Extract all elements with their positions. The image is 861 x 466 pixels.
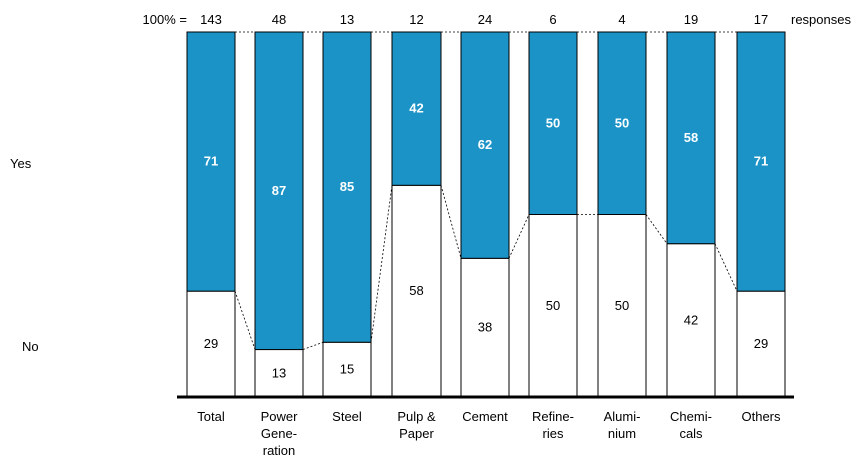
- bar-segment-no: [186, 290, 236, 398]
- data-label-yes: 87: [272, 183, 286, 198]
- total-label: 19: [684, 12, 698, 27]
- bar-segment-yes: [666, 31, 716, 245]
- bar-segment-no: [736, 290, 786, 398]
- category-label: Refine-: [532, 409, 574, 424]
- data-label-yes: 85: [340, 179, 354, 194]
- bar-segment-no: [666, 243, 716, 398]
- category-label: Power: [261, 409, 299, 424]
- bar-segment-yes: [597, 31, 647, 215]
- category-label: Others: [741, 409, 781, 424]
- category-label: Chemi-: [670, 409, 712, 424]
- data-label-no: 38: [478, 320, 492, 335]
- bar-segment-yes: [528, 31, 578, 215]
- connector-line-boundary: [508, 214, 530, 259]
- category-label: ration: [263, 443, 296, 458]
- total-label: 6: [549, 12, 556, 27]
- connector-line-boundary: [234, 291, 256, 350]
- data-label-no: 42: [684, 312, 698, 327]
- total-label: 17: [754, 12, 768, 27]
- total-label: 48: [272, 12, 286, 27]
- data-label-no: 50: [546, 298, 560, 313]
- connector-line-boundary: [645, 214, 668, 244]
- total-label: 4: [618, 12, 625, 27]
- bar-segment-no: [322, 341, 372, 398]
- total-label: 12: [409, 12, 423, 27]
- data-label-no: 29: [754, 336, 768, 351]
- legend-label-yes: Yes: [10, 156, 32, 171]
- bar-segment-yes: [736, 31, 786, 292]
- connector-line-boundary: [302, 341, 324, 350]
- category-label: Pulp &: [397, 409, 436, 424]
- bar-segment-yes: [460, 31, 510, 259]
- category-label: cals: [679, 426, 703, 441]
- total-label: 13: [340, 12, 354, 27]
- data-label-yes: 62: [478, 137, 492, 152]
- data-label-no: 15: [340, 362, 354, 377]
- data-label-yes: 50: [615, 115, 629, 130]
- category-label: Steel: [332, 409, 362, 424]
- category-label: Gene-: [261, 426, 297, 441]
- data-label-no: 29: [204, 336, 218, 351]
- bar-segment-yes: [254, 31, 304, 351]
- data-label-yes: 50: [546, 115, 560, 130]
- category-label: Cement: [462, 409, 508, 424]
- totals-prefix-label: 100% =: [143, 12, 187, 27]
- connector-line-boundary: [370, 185, 393, 343]
- bar-segment-yes: [186, 31, 236, 292]
- bar-segment-no: [460, 257, 510, 398]
- bar-segment-yes: [322, 31, 372, 343]
- data-label-yes: 58: [684, 130, 698, 145]
- bar-segment-yes: [391, 31, 442, 186]
- bar-segment-no: [528, 214, 578, 398]
- data-label-no: 50: [615, 298, 629, 313]
- legend-label-no: No: [22, 339, 39, 354]
- total-label: 143: [200, 12, 222, 27]
- data-label-no: 13: [272, 365, 286, 380]
- data-label-yes: 71: [754, 154, 768, 169]
- category-label: ries: [543, 426, 564, 441]
- connector-line-boundary: [440, 185, 462, 259]
- category-label: Total: [197, 409, 225, 424]
- category-label: Alumi-: [604, 409, 641, 424]
- connector-line-boundary: [714, 243, 738, 292]
- total-label: 24: [478, 12, 492, 27]
- totals-suffix-label: responses: [791, 12, 851, 27]
- category-label: nium: [608, 426, 636, 441]
- category-label: Paper: [399, 426, 434, 441]
- bar-segment-no: [391, 184, 442, 398]
- data-label-yes: 42: [409, 101, 423, 116]
- data-label-yes: 71: [204, 154, 218, 169]
- data-label-no: 58: [409, 283, 423, 298]
